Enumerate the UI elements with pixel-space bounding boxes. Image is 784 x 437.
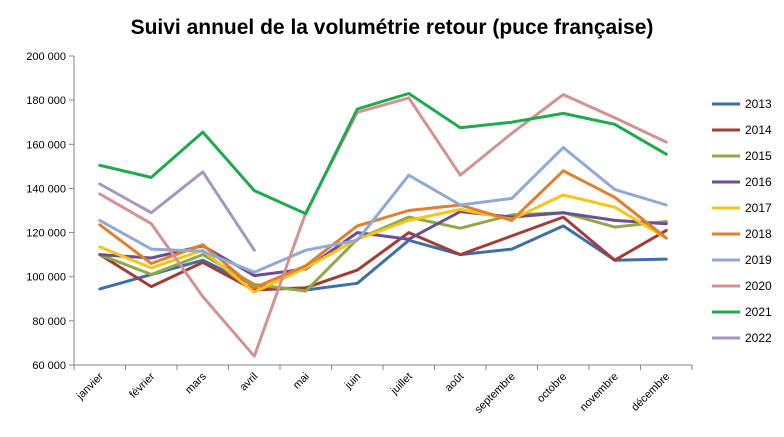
x-tick-label: septembre [473, 371, 518, 416]
y-axis-ticks: 60 000 80 000 100 000 120 000 140 000 160 000… [26, 51, 74, 372]
x-tick-label: mai [291, 371, 312, 392]
series-line-2022 [98, 170, 256, 252]
legend-label-2013: 2013 [745, 97, 772, 111]
legend-label-2017: 2017 [745, 201, 772, 215]
y-tick-label: 120 000 [26, 228, 66, 240]
series-lines [98, 92, 668, 358]
x-tick-label: juillet [388, 371, 415, 398]
x-tick-label: décembre [629, 371, 672, 414]
x-tick-label: octobre [535, 371, 569, 405]
x-tick-label: novembre [578, 371, 621, 414]
series-line-2014 [98, 215, 668, 292]
legend-label-2014: 2014 [745, 123, 772, 137]
legend: 2013 2014 2015 2016 2017 2018 2019 2020 2021 2022 [712, 97, 772, 345]
legend-label-2016: 2016 [745, 175, 772, 189]
series-line-2013 [98, 224, 668, 292]
legend-label-2015: 2015 [745, 149, 772, 163]
y-tick-label: 60 000 [32, 360, 66, 372]
x-axis-ticks: janvier février mars avril mai juin juillet aoû… [73, 365, 693, 416]
x-tick-label: mars [183, 370, 209, 396]
series-line-2017 [98, 193, 668, 294]
x-tick-label: janvier [74, 370, 106, 402]
series-line-2021 [98, 92, 668, 216]
series-line-2020 [98, 93, 668, 358]
series-line-2019 [98, 146, 668, 274]
x-tick-label: août [443, 371, 467, 395]
legend-label-2019: 2019 [745, 253, 772, 267]
x-tick-label: juin [342, 371, 363, 392]
x-tick-label: février [127, 370, 157, 400]
y-tick-label: 180 000 [26, 95, 66, 107]
series-line-2018 [98, 169, 668, 290]
legend-label-2018: 2018 [745, 227, 772, 241]
y-tick-label: 140 000 [26, 183, 66, 195]
x-tick-label: avril [238, 371, 261, 394]
legend-label-2022: 2022 [745, 331, 772, 345]
legend-label-2021: 2021 [745, 305, 772, 319]
y-tick-label: 80 000 [32, 316, 66, 328]
legend-label-2020: 2020 [745, 279, 772, 293]
y-tick-label: 200 000 [26, 51, 66, 63]
y-tick-label: 100 000 [26, 272, 66, 284]
chart-title: Suivi annuel de la volumétrie retour (pu… [131, 16, 654, 39]
y-tick-label: 160 000 [26, 139, 66, 151]
